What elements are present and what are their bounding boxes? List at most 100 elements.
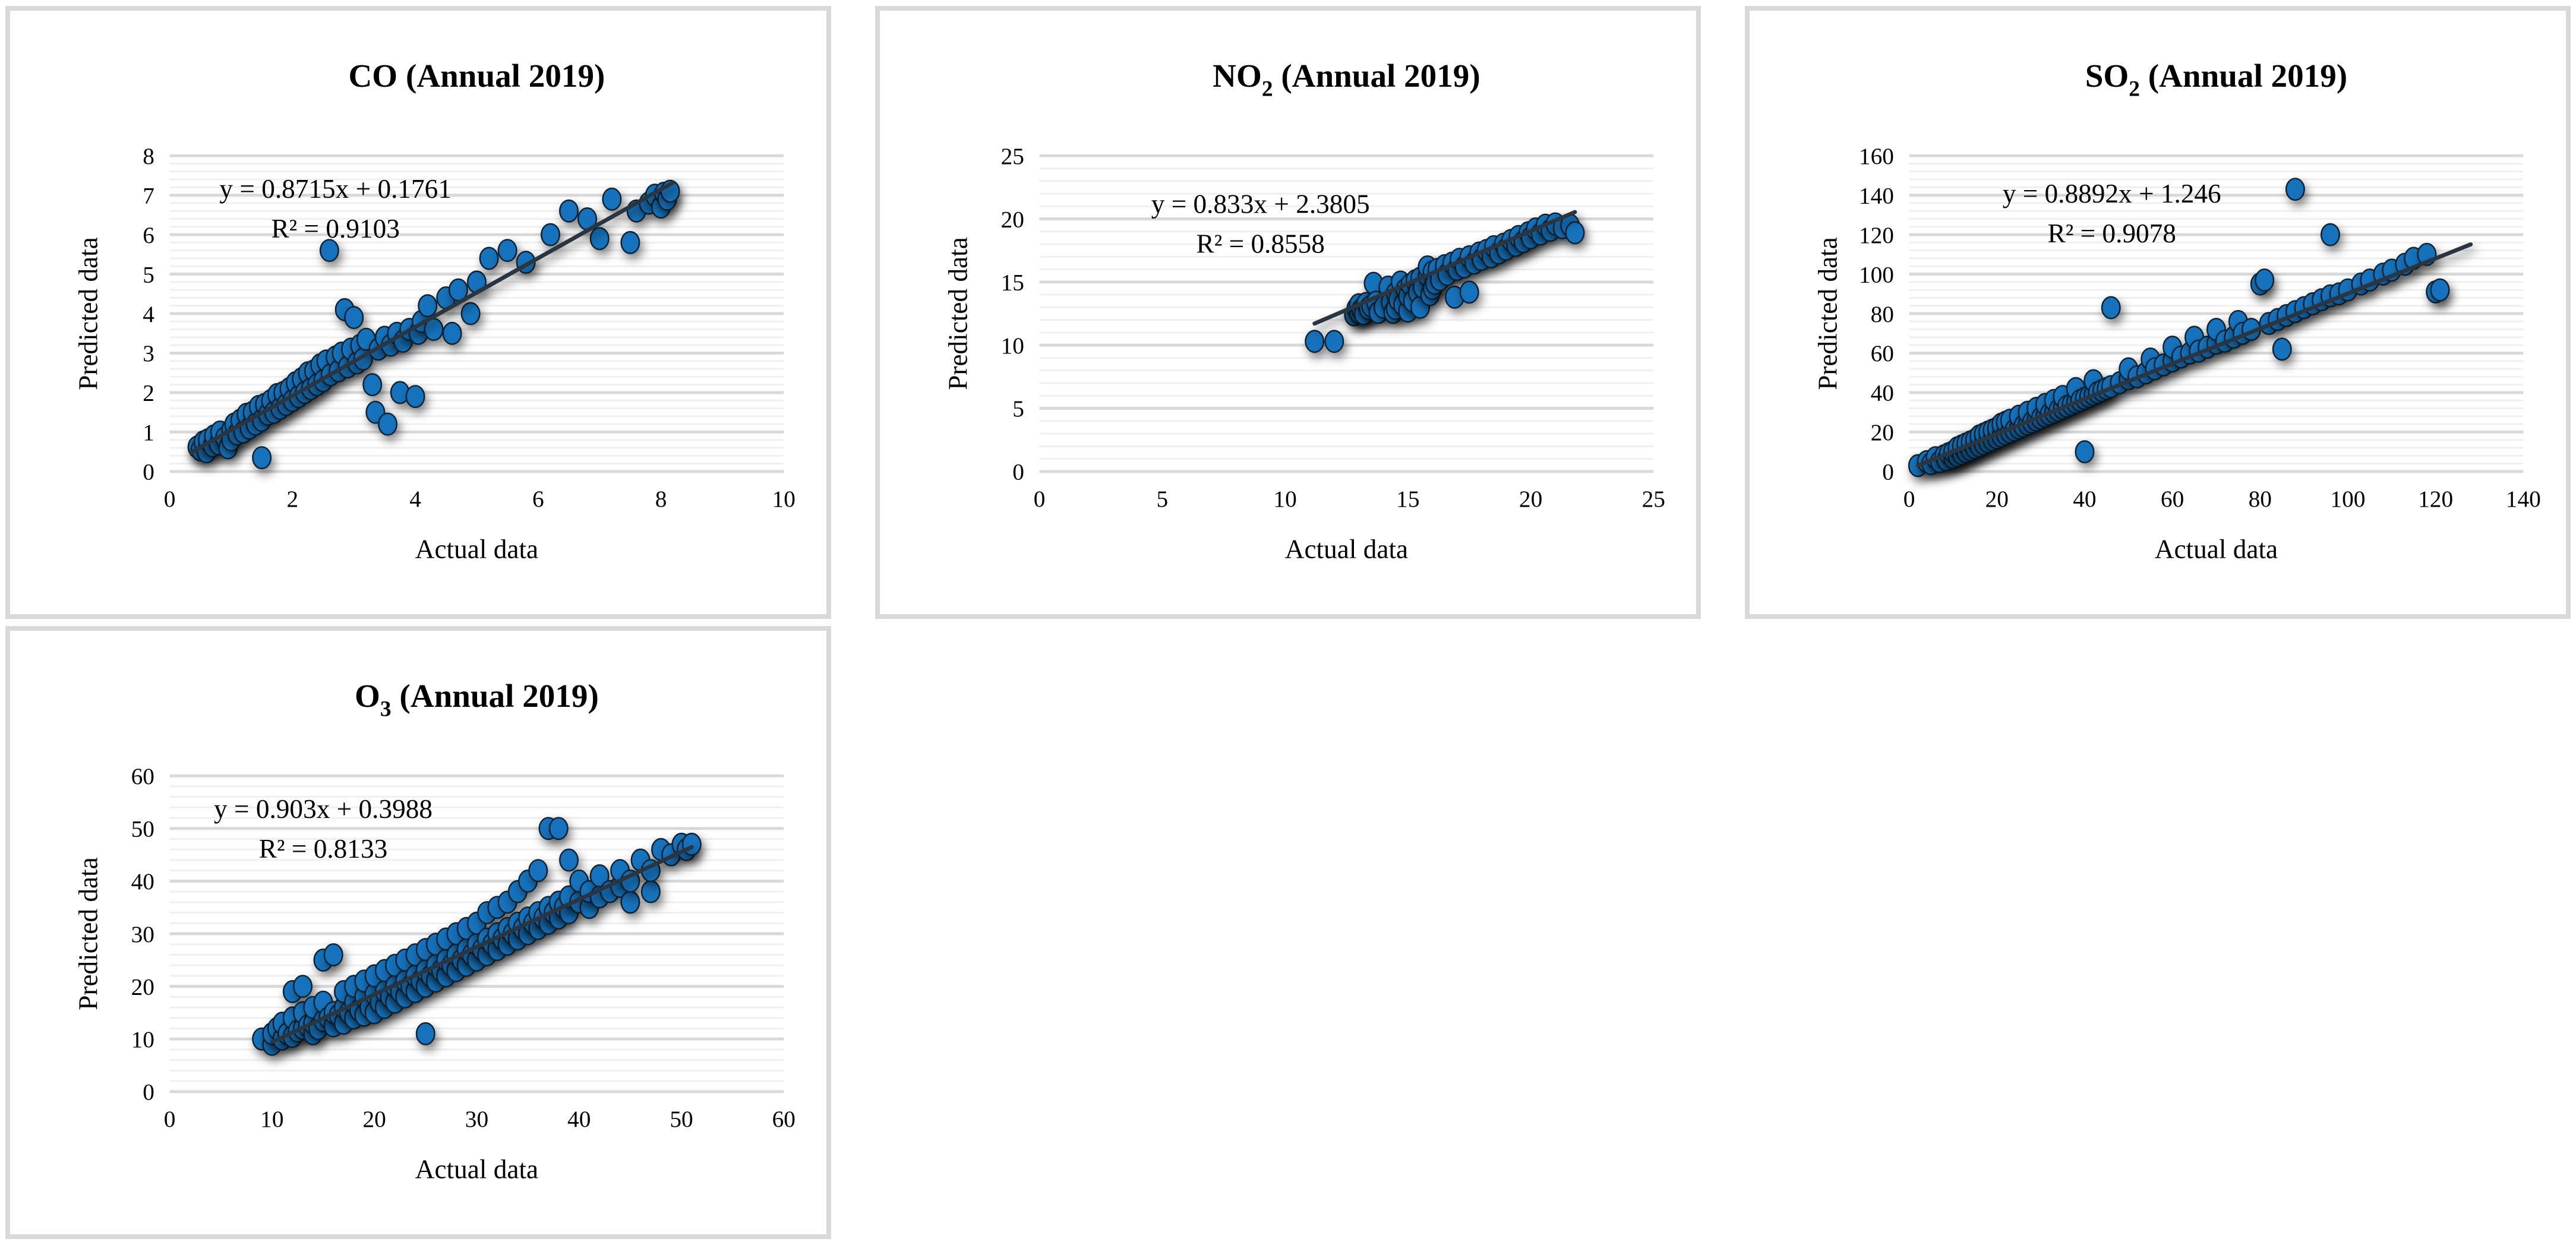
data-point: [252, 446, 272, 469]
y-tick-label: 5: [143, 261, 154, 287]
data-point: [602, 187, 622, 211]
data-point: [528, 859, 548, 883]
x-tick-label: 30: [465, 1106, 488, 1132]
y-tick-label: 0: [143, 459, 154, 485]
data-point: [541, 223, 560, 247]
y-tick-label: 40: [1871, 380, 1894, 406]
data-point: [479, 247, 499, 270]
trendline: [189, 180, 675, 455]
data-point: [415, 1022, 435, 1045]
no2-scatter-plot: 0 5 10 15 20 25 0 5 10 15 20 25 NO2 (Annual 2019) y =…: [943, 58, 1665, 564]
data-point: [620, 890, 640, 914]
y-tick-label: 20: [131, 974, 154, 1000]
y-tick-label: 2: [143, 380, 154, 406]
x-tick-label: 0: [1903, 486, 1915, 512]
data-point: [2075, 440, 2095, 463]
y-axis-tick-labels: 0 5 10 15 20 25: [1001, 143, 1024, 485]
y-tick-label: 160: [1859, 143, 1894, 169]
x-tick-label: 4: [409, 486, 421, 512]
x-tick-label: 120: [2418, 486, 2453, 512]
y-tick-label: 60: [1871, 340, 1894, 366]
data-point: [442, 321, 462, 345]
x-tick-label: 2: [286, 486, 298, 512]
y-tick-label: 5: [1012, 396, 1024, 422]
y-axis-title: Predicted data: [943, 237, 973, 390]
x-tick-label: 25: [1642, 486, 1665, 512]
x-tick-label: 20: [362, 1106, 386, 1132]
chart-title: SO2 (Annual 2019): [2085, 58, 2347, 102]
x-tick-label: 50: [670, 1106, 693, 1132]
x-axis-title: Actual data: [415, 534, 538, 564]
o3-chart-panel: 0 10 20 30 40 50 60 0 10 20 30 40 50 60 O3 (Annual 201…: [5, 626, 831, 1239]
data-point: [319, 239, 339, 263]
data-point: [559, 848, 579, 872]
x-tick-label: 8: [655, 486, 667, 512]
y-tick-label: 25: [1001, 143, 1024, 169]
y-axis-tick-labels: 0 20 40 60 80 100 120 140 160: [1859, 143, 1894, 485]
data-point: [362, 373, 383, 397]
x-tick-label: 10: [260, 1106, 283, 1132]
y-tick-label: 6: [143, 222, 154, 248]
data-point: [344, 306, 364, 330]
data-point: [1324, 330, 1344, 353]
y-tick-label: 0: [1882, 459, 1894, 485]
no2-chart-panel: 0 5 10 15 20 25 0 5 10 15 20 25 NO2 (Annual 2019) y =…: [875, 6, 1701, 619]
trendline: [1915, 242, 2473, 468]
x-tick-label: 60: [772, 1106, 795, 1132]
y-tick-label: 30: [131, 921, 154, 947]
chart-title: CO (Annual 2019): [349, 58, 605, 94]
so2-scatter-plot: 0 20 40 60 80 100 120 140 160 0 20 40 60 80 100 120 140 S…: [1813, 58, 2541, 564]
co-chart-panel: 0 1 2 3 4 5 6 7 8 0 2 4 6 8 10 CO (Annual 2019) y = 0.87…: [5, 6, 831, 619]
x-tick-label: 140: [2506, 486, 2541, 512]
data-point: [1305, 330, 1325, 353]
y-tick-label: 40: [131, 868, 154, 895]
data-point: [323, 943, 343, 966]
x-tick-label: 40: [2073, 486, 2096, 512]
data-point: [293, 975, 313, 998]
x-tick-label: 80: [2249, 486, 2272, 512]
scatter-points: [187, 179, 680, 469]
trendline: [1312, 210, 1577, 326]
so2-chart-panel: 0 20 40 60 80 100 120 140 160 0 20 40 60 80 100 120 140 S…: [1745, 6, 2571, 619]
x-tick-label: 0: [164, 486, 176, 512]
gridlines: [1039, 154, 1654, 473]
data-point: [2255, 268, 2275, 292]
x-tick-label: 10: [772, 486, 795, 512]
trendline-equation: y = 0.8715x + 0.1761: [219, 174, 452, 204]
x-tick-label: 40: [567, 1106, 591, 1132]
x-tick-label: 100: [2330, 486, 2365, 512]
chart-title: O3 (Annual 2019): [355, 678, 599, 722]
data-point: [405, 385, 425, 408]
data-point: [418, 294, 438, 318]
data-point: [2285, 178, 2305, 201]
x-axis-title: Actual data: [1285, 534, 1408, 564]
y-tick-label: 3: [143, 340, 154, 366]
y-axis-title: Predicted data: [74, 237, 103, 390]
x-axis-tick-labels: 0 20 40 60 80 100 120 140: [1903, 486, 2541, 512]
trendline: [270, 845, 694, 1044]
y-tick-label: 0: [143, 1079, 154, 1105]
o3-scatter-plot: 0 10 20 30 40 50 60 0 10 20 30 40 50 60 O3 (Annual 201…: [74, 678, 795, 1184]
x-tick-label: 15: [1396, 486, 1419, 512]
x-tick-label: 5: [1156, 486, 1168, 512]
data-point: [1459, 280, 1479, 304]
x-tick-label: 6: [532, 486, 544, 512]
y-tick-label: 8: [143, 143, 154, 169]
data-point: [589, 864, 610, 887]
data-point: [620, 230, 640, 254]
y-axis-title: Predicted data: [74, 857, 103, 1010]
data-point: [460, 302, 481, 326]
y-tick-label: 60: [131, 763, 154, 789]
r-squared-value: R² = 0.8133: [259, 834, 387, 864]
y-tick-label: 10: [131, 1026, 154, 1053]
x-tick-label: 60: [2161, 486, 2184, 512]
x-tick-label: 0: [1034, 486, 1046, 512]
y-tick-label: 15: [1001, 270, 1024, 296]
y-axis-title: Predicted data: [1813, 237, 1843, 390]
y-tick-label: 10: [1001, 333, 1024, 359]
data-point: [2272, 337, 2292, 361]
data-point: [1565, 221, 1585, 245]
x-axis-tick-labels: 0 10 20 30 40 50 60: [164, 1106, 795, 1132]
trendline-equation: y = 0.8892x + 1.246: [2003, 179, 2221, 208]
